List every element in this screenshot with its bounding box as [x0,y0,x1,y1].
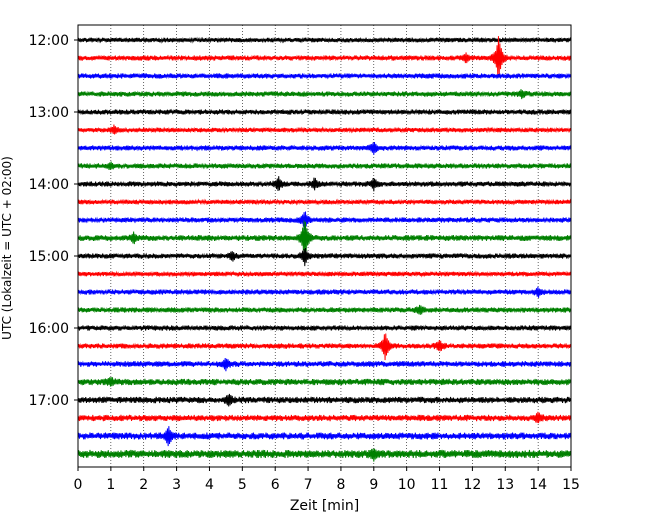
x-tick-label: 8 [336,477,345,493]
trace-1430 [77,211,572,231]
x-tick-label: 15 [562,477,580,493]
y-tick-label: 15:00 [29,249,69,265]
trace-1445 [77,220,572,261]
x-tick-label: 2 [139,477,148,493]
trace-1745 [77,448,572,462]
y-tick-label: 13:00 [29,105,69,121]
trace-1500 [77,248,572,267]
trace-1515 [77,270,572,278]
x-axis-ticks: 0 1 2 3 4 5 6 7 8 9 10 11 12 13 14 15 [74,467,580,493]
x-tick-label: 3 [172,477,181,493]
y-tick-label: 16:00 [29,321,69,337]
y-axis-label: UTC (Lokalzeit = UTC + 02:00) [0,156,14,340]
y-tick-label: 12:00 [29,33,69,49]
x-tick-label: 7 [304,477,313,493]
trace-1700 [77,393,572,407]
trace-1715 [77,411,572,424]
trace-1330 [77,142,572,155]
x-tick-label: 11 [431,477,449,493]
x-tick-label: 4 [205,477,214,493]
x-tick-label: 13 [496,477,514,493]
trace-1345 [77,161,572,170]
trace-1215 [77,36,572,78]
x-tick-label: 9 [369,477,378,493]
trace-1415 [77,198,572,206]
trace-1730 [77,426,572,447]
trace-1230 [77,72,572,80]
x-tick-label: 14 [529,477,547,493]
trace-1400 [77,176,572,192]
x-tick-label: 6 [271,477,280,493]
y-axis-ticks: 12:00 13:00 14:00 15:00 16:00 17:00 [29,33,78,409]
y-tick-label: 14:00 [29,177,69,193]
y-tick-label: 17:00 [29,393,69,409]
x-tick-label: 12 [463,477,481,493]
trace-1630 [77,358,572,372]
trace-1615 [77,333,572,361]
x-tick-label: 5 [238,477,247,493]
x-tick-label: 0 [74,477,83,493]
trace-1530 [77,286,572,298]
trace-1245 [77,89,572,100]
trace-group [77,36,572,462]
x-tick-label: 10 [398,477,416,493]
trace-1545 [77,304,572,315]
trace-1315 [77,124,572,135]
x-axis-label: Zeit [min] [290,498,359,514]
plot-frame [77,24,572,468]
trace-1645 [77,377,572,387]
x-tick-label: 1 [106,477,115,493]
trace-1300 [77,108,572,116]
trace-1600 [77,324,572,332]
trace-1200 [77,36,572,44]
